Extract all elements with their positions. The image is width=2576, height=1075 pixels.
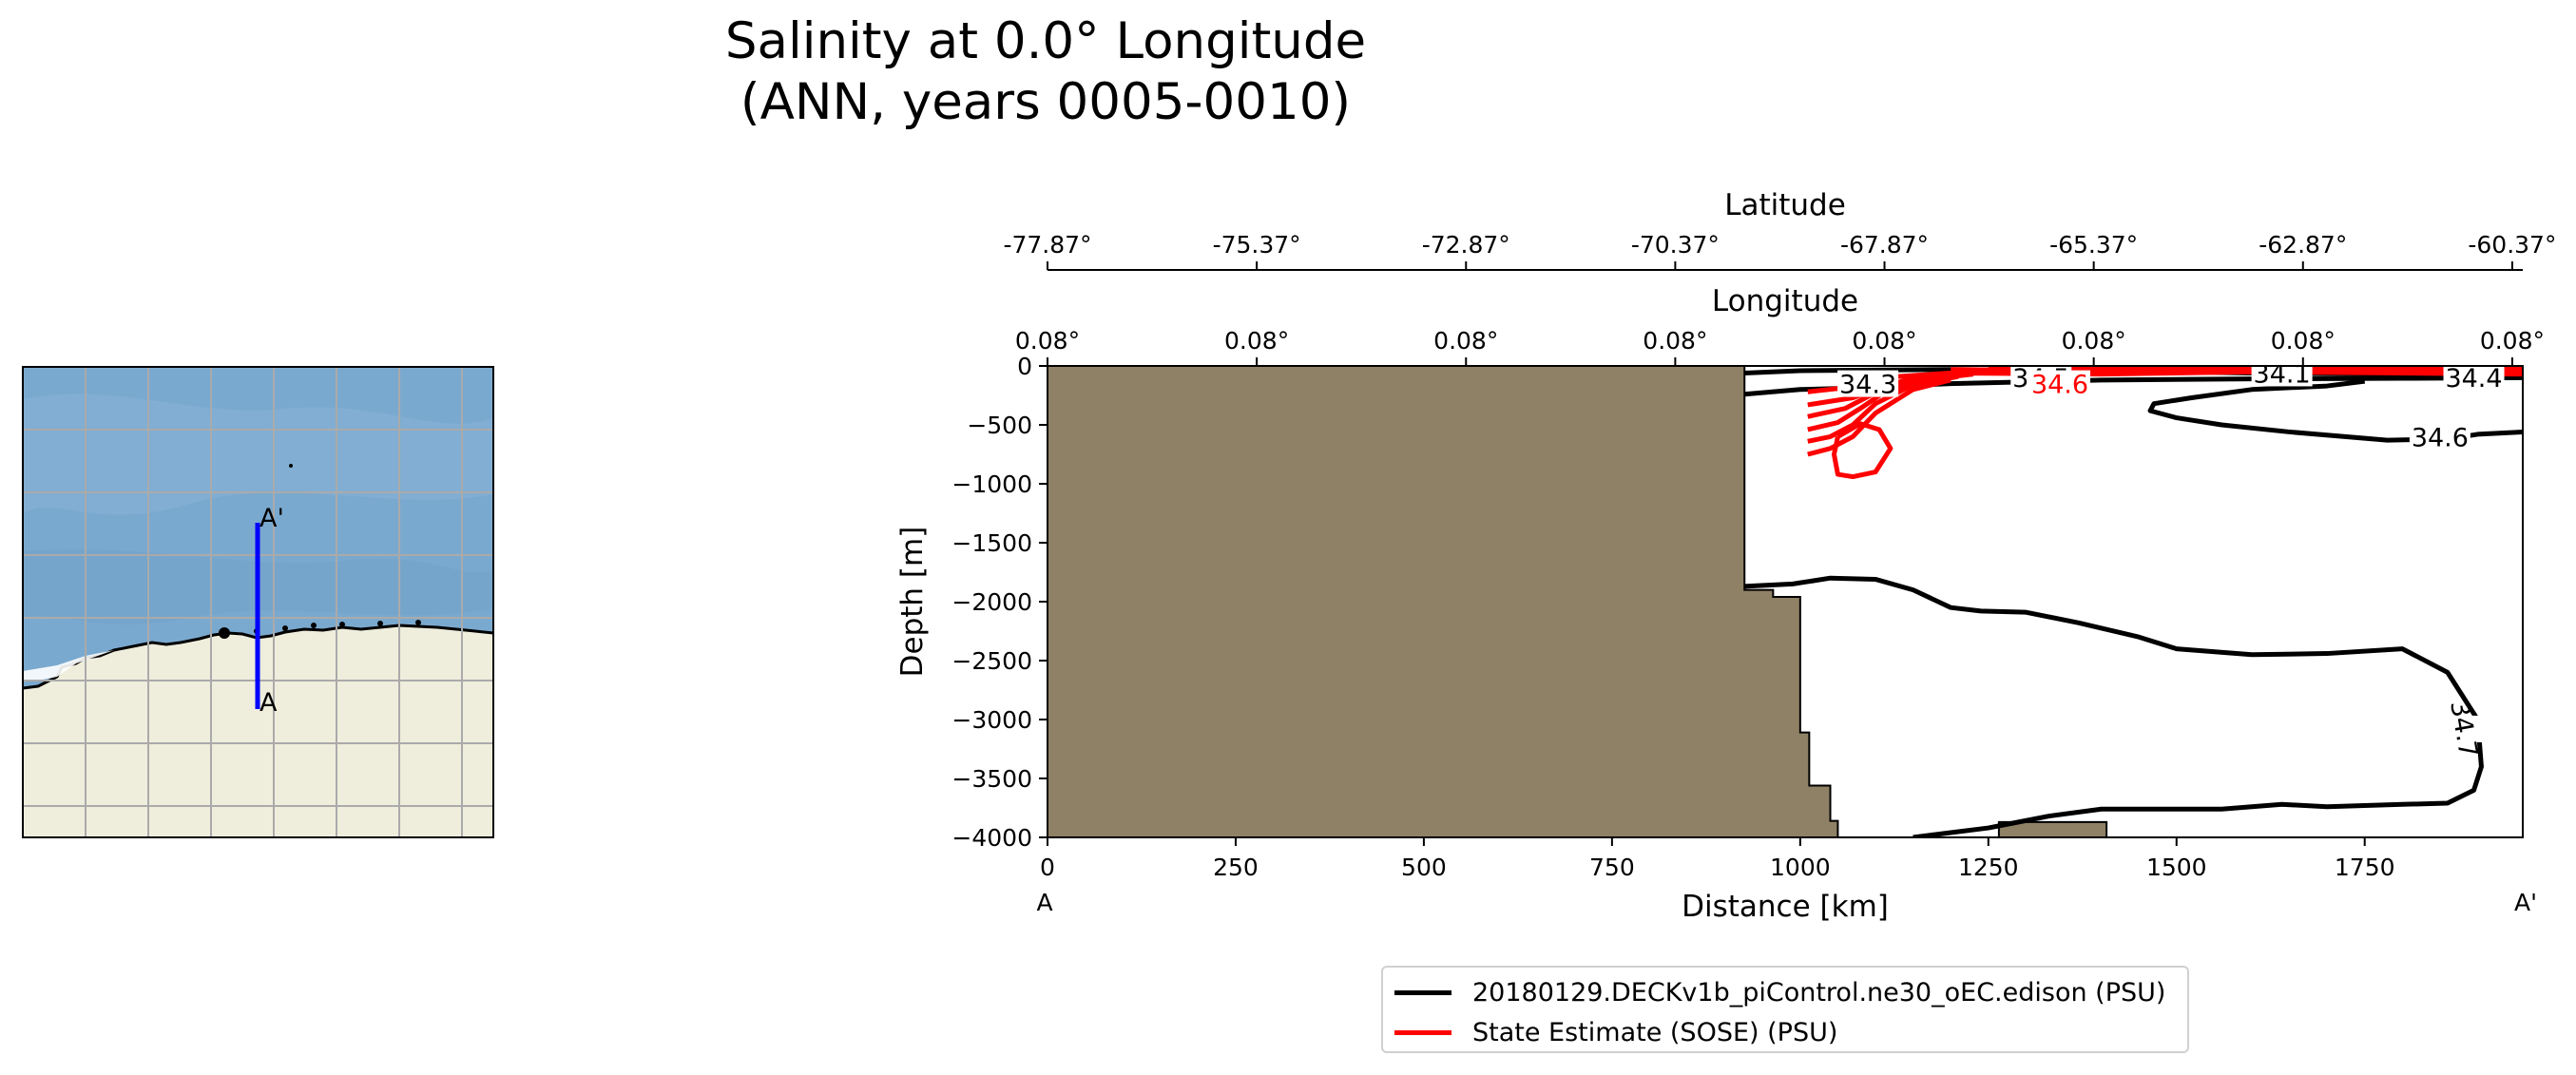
- contour-label-sose: 34.6: [2031, 371, 2088, 400]
- legend-label-sose: State Estimate (SOSE) (PSU): [1472, 1017, 1838, 1047]
- latitude-tick-label: -72.87°: [1422, 231, 1510, 259]
- longitude-tick-label: 0.08°: [1433, 327, 1498, 355]
- x-tick-label: 750: [1589, 854, 1635, 881]
- bathymetry-shelf: [1048, 366, 1839, 837]
- contour-line-sose-34-5: [1807, 374, 1959, 444]
- contour-line-sose-34-4: [1807, 372, 1974, 432]
- latitude-tick-label: -62.87°: [2259, 231, 2347, 259]
- longitude-tick-label: 0.08°: [1852, 327, 1916, 355]
- x-tick-label: 1250: [1958, 854, 2019, 881]
- latitude-axis-label: Latitude: [1724, 188, 1846, 222]
- y-tick-label: −3500: [952, 765, 1032, 793]
- y-tick-label: −2500: [952, 647, 1032, 675]
- contour-label-layer: 34.334.534.134.434.634.734.6: [1837, 359, 2505, 760]
- legend-item-sose: State Estimate (SOSE) (PSU): [1394, 1013, 1837, 1051]
- longitude-axis: 0.08° 0.08° 0.08° 0.08° 0.08° 0.08° 0.08° 0.08°: [1015, 327, 2545, 366]
- endpoint-label-a: A: [1036, 889, 1052, 916]
- x-tick-label: 250: [1213, 854, 1259, 881]
- longitude-tick-label: 0.08°: [1224, 327, 1289, 355]
- longitude-tick-label: 0.08°: [2480, 327, 2545, 355]
- y-tick-label: −1000: [952, 470, 1032, 498]
- contour-label-model: 34.7: [2444, 699, 2483, 760]
- y-tick-label: −500: [967, 412, 1032, 439]
- y-tick-label: −2000: [952, 588, 1032, 616]
- longitude-axis-label: Longitude: [1712, 284, 1858, 318]
- map-ocean-shading: [23, 394, 493, 515]
- y-tick-label: −1500: [952, 529, 1032, 557]
- contour-label-model: 34.1: [2254, 359, 2311, 389]
- longitude-tick-label: 0.08°: [1015, 327, 1080, 355]
- latitude-tick-label: -75.37°: [1213, 231, 1301, 259]
- map-ice-shelf: [23, 650, 114, 681]
- map-land: [23, 625, 493, 837]
- contour-label-bg: [1837, 370, 1899, 397]
- chart-title: Salinity at 0.0° Longitude (ANN, years 0…: [570, 11, 1521, 133]
- y-axis-label: Depth [m]: [895, 527, 930, 678]
- x-axis: 0 250 500 750 1000 1250 1500 1750: [1040, 837, 2395, 881]
- contour-label-bg: [2409, 423, 2470, 451]
- legend: 20180129.DECKv1b_piControl.ne30_oEC.edis…: [1381, 966, 2189, 1053]
- contour-line-sose-34-6: [1831, 421, 1894, 480]
- map-label-a: A: [260, 688, 278, 718]
- contour-label-model: 34.6: [2412, 423, 2469, 452]
- contour-label-model: 34.4: [2445, 364, 2502, 394]
- longitude-tick-label: 0.08°: [2271, 327, 2336, 355]
- y-axis: 0 −500 −1000 −1500 −2000 −2500 −3000 −3500 −4000: [952, 353, 1048, 852]
- legend-label-model: 20180129.DECKv1b_piControl.ne30_oEC.edis…: [1472, 977, 2166, 1008]
- y-tick-label: −3000: [952, 706, 1032, 734]
- y-tick-label: 0: [1017, 353, 1032, 380]
- x-axis-label: Distance [km]: [1682, 890, 1889, 924]
- latitude-tick-label: -77.87°: [1003, 231, 1091, 259]
- longitude-tick-label: 0.08°: [1643, 327, 1707, 355]
- contour-label-bg: [2029, 370, 2091, 397]
- chart-title-line-2: (ANN, years 0005-0010): [740, 73, 1352, 131]
- latitude-axis: -77.87° -75.37° -72.87° -70.37° -67.87° -65.3…: [1003, 231, 2556, 271]
- x-tick-label: 0: [1040, 854, 1055, 881]
- contour-label-bg: [2434, 715, 2496, 742]
- contour-label-bg: [2251, 366, 2313, 387]
- contour-label-model: 34.3: [1839, 371, 1896, 400]
- chart-title-line-1: Salinity at 0.0° Longitude: [724, 12, 1367, 70]
- legend-swatch-sose: [1394, 1029, 1451, 1035]
- longitude-tick-label: 0.08°: [2062, 327, 2126, 355]
- latitude-tick-label: -70.37°: [1631, 231, 1720, 259]
- legend-swatch-model: [1394, 989, 1451, 995]
- legend-item-model: 20180129.DECKv1b_piControl.ne30_oEC.edis…: [1394, 973, 2165, 1011]
- x-tick-label: 500: [1401, 854, 1447, 881]
- latitude-tick-label: -65.37°: [2049, 231, 2138, 259]
- map-frame: [22, 366, 494, 838]
- contour-line-model-34-7: [1744, 575, 2484, 837]
- latitude-tick-label: -60.37°: [2468, 231, 2556, 259]
- bathymetry-layer: [1048, 366, 2108, 837]
- contour-label-bg: [2443, 366, 2505, 391]
- y-tick-label: −4000: [952, 824, 1032, 852]
- endpoint-label-a-prime: A': [2514, 889, 2537, 916]
- x-tick-label: 1000: [1770, 854, 1831, 881]
- map-label-a-prime: A': [260, 504, 284, 533]
- contour-layer: [1744, 366, 2523, 837]
- latitude-tick-label: -67.87°: [1840, 231, 1929, 259]
- x-tick-label: 1750: [2335, 854, 2395, 881]
- x-tick-label: 1500: [2146, 854, 2207, 881]
